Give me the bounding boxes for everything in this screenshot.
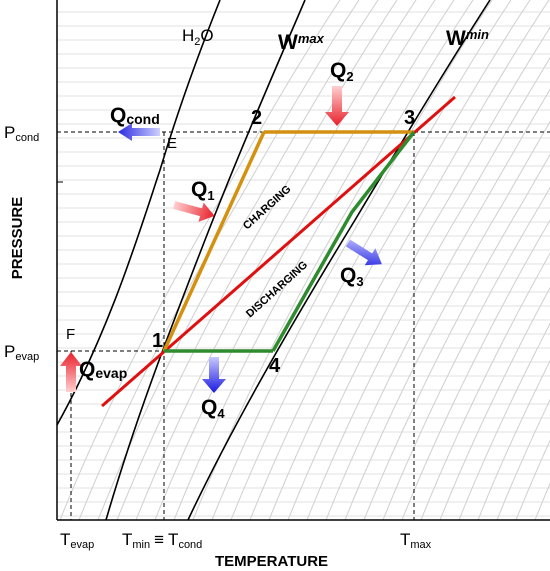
- p-cond-label: Pcond: [4, 123, 39, 144]
- isostere-line: [230, 0, 512, 520]
- wmin-curve-label: Wmin: [446, 27, 489, 50]
- isostere-line: [325, 88, 550, 520]
- p-evap-label: Pevap: [4, 342, 39, 363]
- q2-label: Q2: [330, 59, 354, 84]
- isostere-line: [496, 398, 550, 520]
- isostere-lines: [59, 0, 550, 520]
- reference-lines: [57, 131, 550, 520]
- isostere-line: [420, 252, 550, 520]
- water-curve-label: H2O: [182, 26, 214, 48]
- point-e-label: E: [167, 135, 177, 152]
- isostere-line: [382, 186, 550, 520]
- qevap-label: Qevap: [79, 358, 127, 381]
- water-saturation-curve: [56, 0, 221, 426]
- heat-arrow-qcond: [118, 123, 160, 141]
- equilibrium-line: [101, 95, 456, 408]
- heat-arrow-qevap: [60, 352, 82, 392]
- isostere-line: [534, 482, 550, 520]
- isostere-line: [59, 0, 341, 520]
- y-axis-label: PRESSURE: [9, 197, 26, 280]
- isostere-line: [268, 0, 550, 520]
- isostere-line: [458, 322, 550, 520]
- wmax-curve-label: Wmax: [278, 31, 325, 54]
- q1-label: Q1: [191, 178, 215, 203]
- isostere-line: [306, 57, 550, 520]
- isostere-line: [135, 0, 417, 520]
- isostere-line: [154, 0, 436, 520]
- isostere-line: [116, 0, 398, 520]
- isostere-line: [78, 0, 360, 520]
- t-min-cond-label: Tmin ≡ Tcond: [122, 530, 202, 551]
- x-axis-label: TEMPERATURE: [215, 553, 328, 570]
- isostere-line: [173, 0, 455, 520]
- isostere-line: [439, 286, 550, 520]
- isostere-line: [344, 120, 550, 520]
- isostere-line: [192, 0, 474, 520]
- t-max-label: Tmax: [400, 530, 432, 551]
- isostere-line: [287, 26, 550, 520]
- isostere-line: [363, 153, 550, 520]
- wmax-isostere-curve: [105, 0, 306, 521]
- point-3-label: 3: [404, 107, 415, 129]
- isostere-line: [249, 0, 531, 520]
- discharging-isostere-3-4: [271, 130, 416, 352]
- heat-arrow-q3: [345, 239, 382, 266]
- heat-arrow-q2: [325, 86, 349, 126]
- wmin-isostere-curve: [187, 0, 491, 521]
- heat-arrow-q4: [202, 357, 226, 393]
- heat-arrow-q1: [172, 201, 215, 222]
- qcond-label: Qcond: [110, 104, 160, 127]
- isostere-line: [515, 439, 550, 520]
- isostere-line: [97, 0, 379, 520]
- charging-isostere-1-2: [162, 131, 266, 352]
- point-f-label: F: [66, 326, 75, 343]
- background-grid: [57, 11, 550, 517]
- point-1-label: 1: [152, 330, 163, 352]
- isostere-line: [401, 219, 550, 520]
- point-4-label: 4: [269, 355, 281, 377]
- t-evap-label: Tevap: [60, 530, 94, 551]
- isostere-line: [477, 359, 550, 520]
- isostere-line: [211, 0, 493, 520]
- q4-label: Q4: [201, 396, 225, 421]
- point-2-label: 2: [251, 107, 262, 129]
- q3-label: Q3: [340, 264, 364, 289]
